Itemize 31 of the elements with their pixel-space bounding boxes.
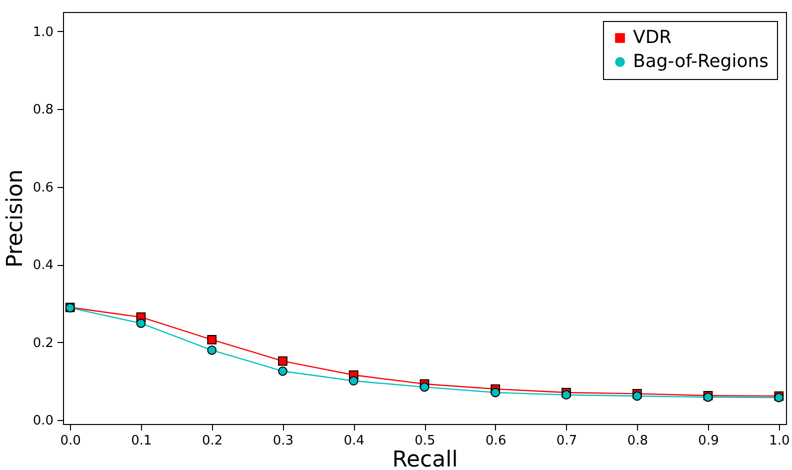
x-axis-title: Recall xyxy=(392,448,458,470)
legend-label: VDR xyxy=(633,27,672,48)
x-tick-label: 0.6 xyxy=(486,434,506,448)
y-tick-label: 0.0 xyxy=(32,414,54,429)
y-tick-label: 0.2 xyxy=(32,336,54,351)
point xyxy=(207,345,217,355)
point xyxy=(562,390,571,400)
x-tick-label: 0.5 xyxy=(414,434,436,448)
point xyxy=(136,318,146,328)
x-tick-label: 0.0 xyxy=(60,434,81,448)
x-tick-label: 0.7 xyxy=(556,434,578,448)
x-tick-label: 0.9 xyxy=(698,434,719,448)
point xyxy=(490,388,500,398)
point xyxy=(420,382,430,392)
x-tick-label: 1.0 xyxy=(769,434,790,448)
x-tick-label: 0.2 xyxy=(202,434,223,448)
y-tick-label: 1.0 xyxy=(32,24,54,40)
point xyxy=(278,366,288,376)
y-tick-label: 0.8 xyxy=(32,102,54,118)
x-tick-label: 0.3 xyxy=(272,434,294,448)
point xyxy=(207,334,217,344)
point xyxy=(632,391,642,401)
y-axis-title: Precision xyxy=(2,169,28,268)
x-tick-label: 0.1 xyxy=(131,434,152,448)
x-tick-label: 0.4 xyxy=(344,434,364,448)
y-tick-label: 0.4 xyxy=(32,258,54,274)
point xyxy=(348,376,358,386)
x-tick-label: 0.8 xyxy=(627,434,648,448)
y-tick-label: 0.6 xyxy=(32,180,54,196)
point xyxy=(278,356,288,366)
legend-label: Bag-of-Regions xyxy=(633,51,768,72)
